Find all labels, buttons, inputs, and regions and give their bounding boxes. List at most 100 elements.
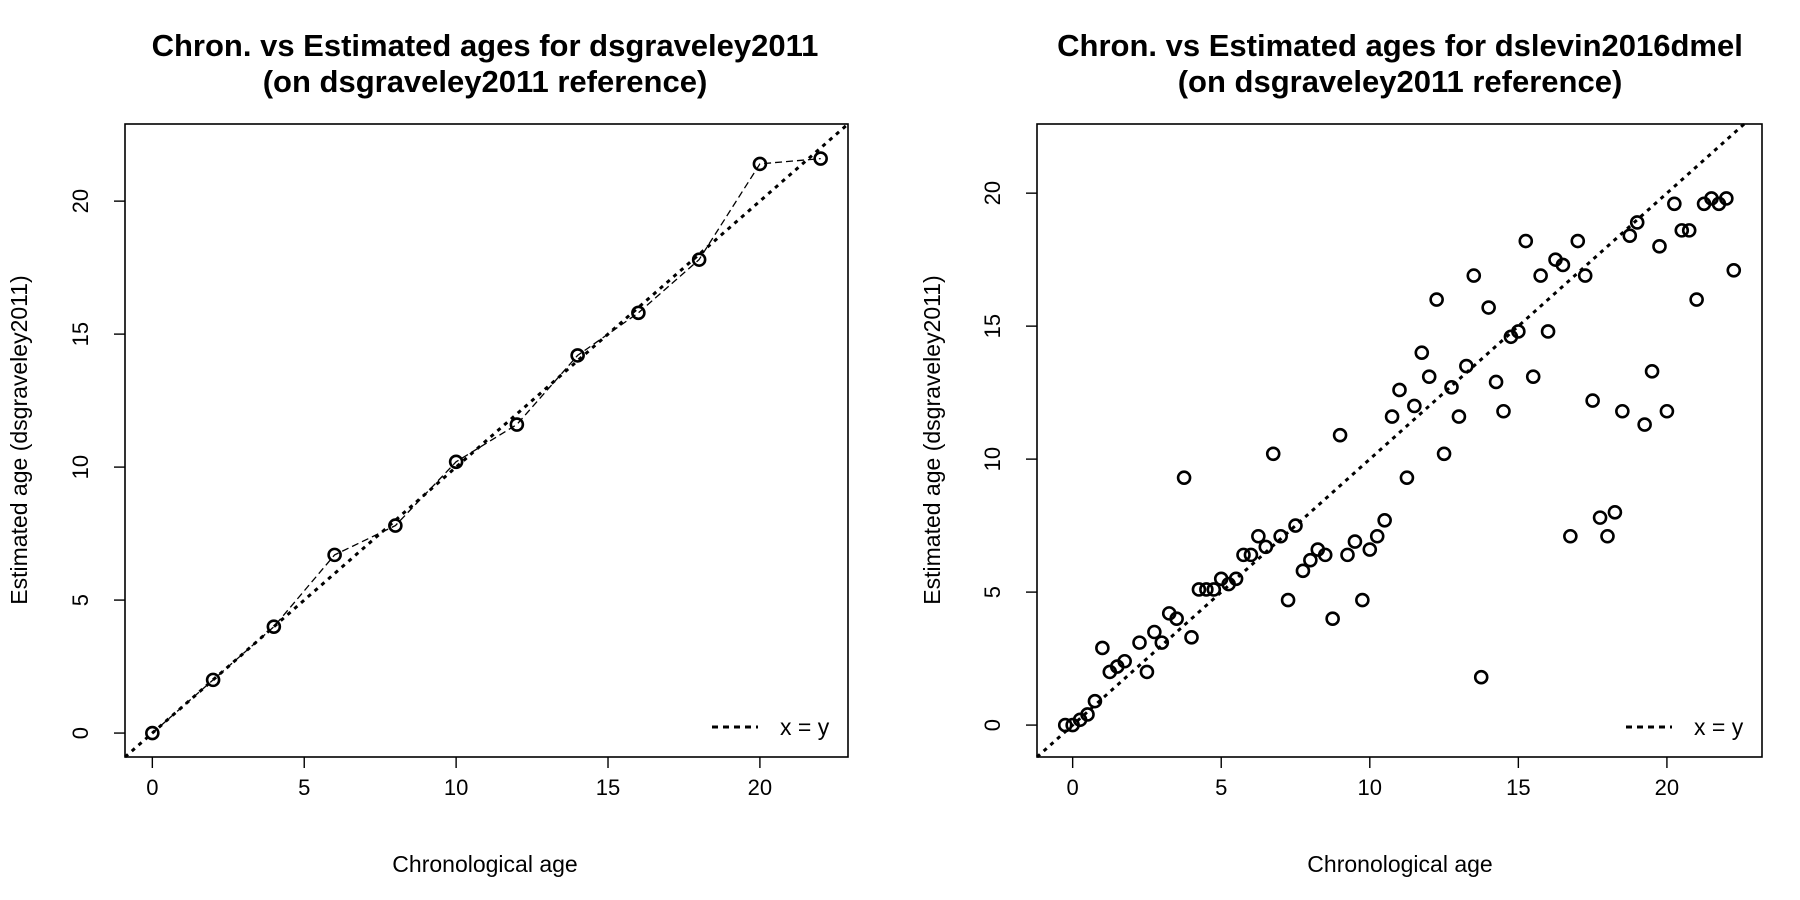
data-point [691,252,707,267]
data-point [1399,470,1415,486]
data-point [1473,669,1489,685]
data-point [570,348,585,363]
data-point [266,619,282,634]
data-point [1139,664,1155,680]
legend-label: x = y [780,714,830,740]
data-point [1555,257,1571,273]
data-point [1317,547,1333,563]
x-axis: 0 5 10 15 20 [1067,757,1679,800]
data-point [1511,324,1526,339]
data-point [1644,364,1660,379]
data-point [752,156,768,172]
data-point [1295,563,1311,579]
data-point [1377,512,1392,528]
data-point [1362,542,1378,557]
data-point [1407,398,1422,414]
points-group [1057,191,1742,733]
chart-subtitle: (on dsgraveley2011 reference) [1178,64,1623,99]
connector-line-group [151,157,821,734]
x-tick-label: 0 [1067,775,1079,800]
y-axis: 0 5 10 15 20 [68,189,125,739]
y-tick-label: 15 [980,314,1005,338]
data-point [1369,528,1385,544]
data-point [448,454,464,470]
data-point [1525,369,1541,384]
data-point [145,725,160,741]
data-point [1585,393,1600,408]
data-point [1251,528,1266,544]
data-point [1719,191,1734,206]
data-point [1429,292,1444,307]
chart-panel-left: Chron. vs Estimated ages for dsgraveley2… [6,28,849,877]
data-point [1265,446,1281,462]
data-point [1087,693,1103,709]
data-point [1451,409,1467,424]
y-tick-label: 20 [68,189,93,213]
data-point [1414,345,1430,361]
data-point [1459,358,1474,374]
plot-frame [1036,123,1763,758]
y-tick-label: 0 [980,719,1005,731]
data-point [1615,403,1630,419]
data-point [1132,635,1147,650]
data-point [1340,547,1355,563]
data-point [388,518,403,533]
data-point [1057,717,1073,733]
data-point [1518,233,1534,249]
data-point [1147,624,1162,640]
data-point [1117,653,1132,669]
data-point [205,672,221,688]
data-point [1169,611,1184,626]
data-point [1488,374,1504,390]
y-tick-label: 20 [980,181,1005,205]
data-point [1421,369,1437,384]
data-point [1577,268,1593,283]
reference-line [124,122,849,759]
x-tick-label: 0 [146,775,158,800]
reference-line-group [1035,122,1746,759]
y-tick-label: 15 [68,322,93,346]
data-point [509,417,525,432]
data-point [1384,409,1400,424]
data-point [1228,571,1244,587]
legend: x = y [1626,714,1744,740]
chart-title: Chron. vs Estimated ages for dsgraveley2… [152,28,819,63]
x-tick-label: 15 [596,775,620,800]
data-point [1154,635,1170,650]
data-point [1592,510,1608,525]
data-point [1355,592,1370,608]
data-point [327,547,342,563]
x-tick-label: 10 [1358,775,1382,800]
data-point [1681,223,1697,238]
x-tick-label: 5 [1215,775,1227,800]
data-point [1236,547,1251,563]
legend-label: x = y [1694,714,1744,740]
chart-title: Chron. vs Estimated ages for dslevin2016… [1057,28,1743,63]
data-point [1444,380,1459,395]
data-point [1622,228,1638,244]
data-point [1191,582,1207,597]
data-point [1199,582,1214,597]
legend: x = y [712,714,830,740]
data-point [1540,324,1556,339]
data-point [1674,223,1690,238]
data-point [1332,427,1348,443]
data-point [1184,630,1199,645]
data-point [1436,446,1452,462]
y-axis-label: Estimated age (dsgraveley2011) [6,275,32,604]
x-tick-label: 20 [748,775,772,800]
data-point [1667,196,1682,212]
connector-line [151,157,821,734]
x-tick-label: 20 [1655,775,1679,800]
data-point [1258,539,1274,555]
data-point [1533,268,1548,283]
data-point [1659,403,1675,419]
x-axis-label: Chronological age [1307,851,1492,877]
x-tick-label: 15 [1506,775,1530,800]
x-tick-label: 5 [298,775,310,800]
data-point [813,151,828,166]
x-tick-label: 10 [444,775,468,800]
plot-frame [124,123,849,758]
data-point [1080,707,1095,722]
points-group [145,151,828,741]
